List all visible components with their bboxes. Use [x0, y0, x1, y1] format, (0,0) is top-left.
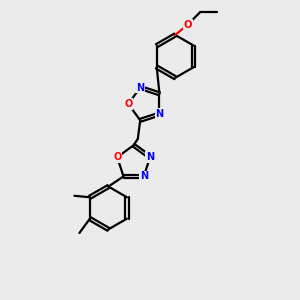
- Text: N: N: [146, 152, 154, 162]
- Text: N: N: [155, 109, 164, 119]
- Text: N: N: [140, 171, 148, 182]
- Text: O: O: [124, 99, 132, 109]
- Text: O: O: [184, 20, 192, 30]
- Text: N: N: [136, 82, 144, 92]
- Text: O: O: [113, 152, 122, 162]
